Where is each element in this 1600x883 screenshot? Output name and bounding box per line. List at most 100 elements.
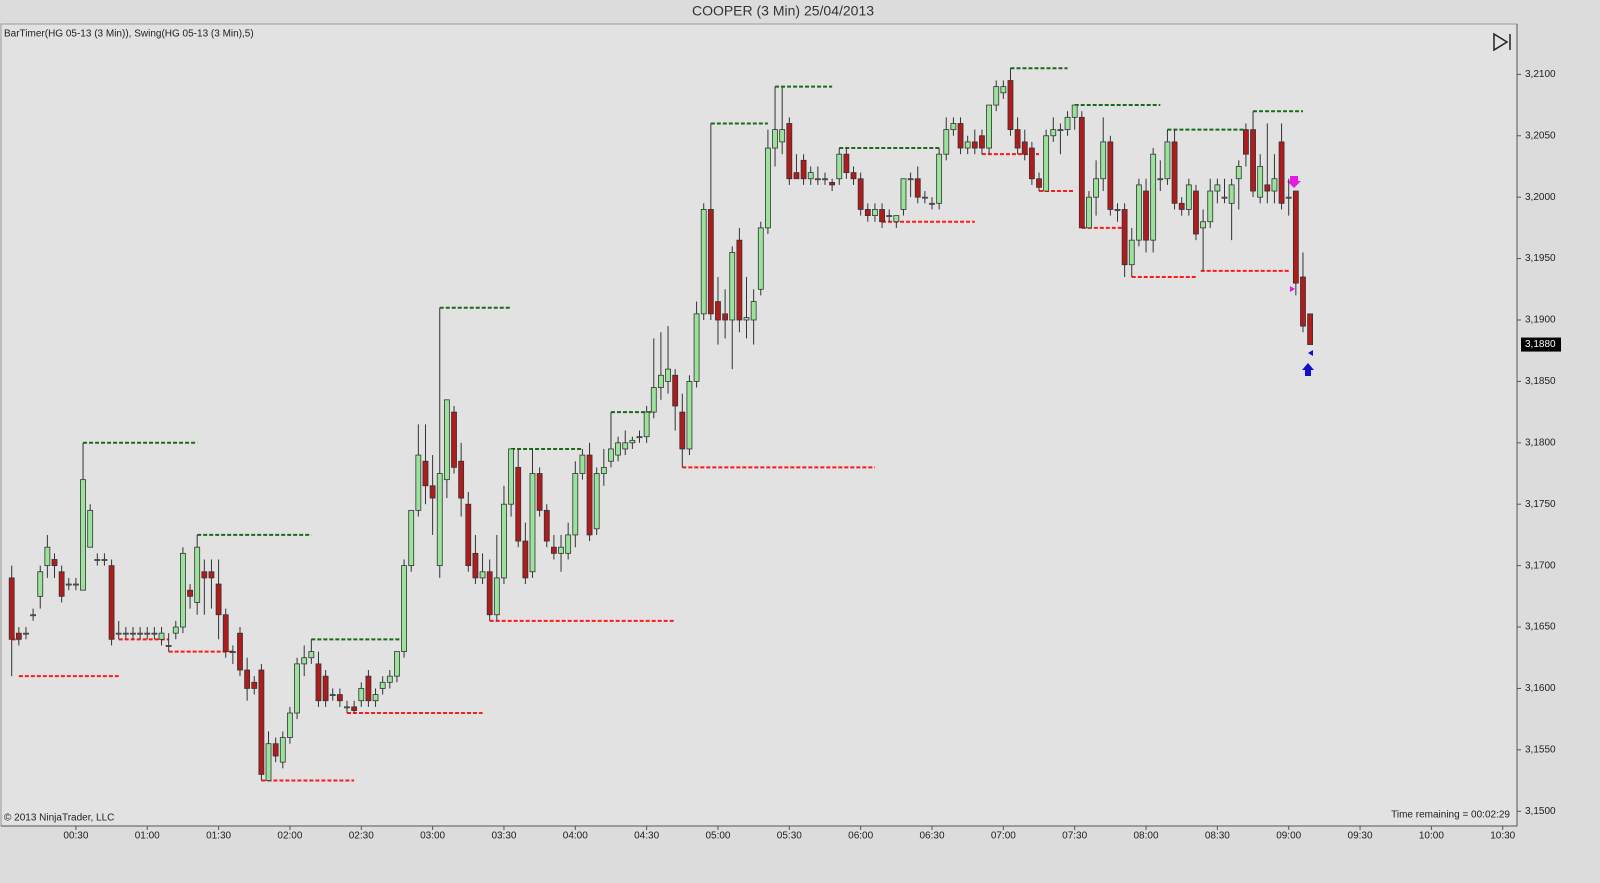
candle-body — [65, 583, 72, 586]
candle-body — [1135, 184, 1142, 241]
candle-body — [1285, 196, 1292, 199]
candle-body — [872, 209, 878, 216]
candle-body — [558, 546, 564, 554]
button-icon — [1493, 32, 1509, 52]
candle-body — [950, 123, 957, 131]
candle-body — [843, 153, 850, 174]
candle-body — [458, 460, 465, 499]
candle-body — [543, 509, 550, 542]
candle-body — [672, 374, 679, 407]
y-tick-label: 3,1950 — [1525, 253, 1556, 264]
y-tick-label: 3,1850 — [1525, 376, 1556, 387]
candle-body — [829, 182, 836, 186]
x-tick-label: 04:00 — [563, 831, 588, 842]
button-bg[interactable] — [1490, 31, 1514, 53]
candle-body — [229, 651, 236, 653]
x-tick-label: 03:00 — [420, 831, 445, 842]
candle-body — [1178, 202, 1185, 210]
plot-area — [0, 23, 1518, 827]
candle-body — [472, 552, 479, 579]
candle-body — [315, 663, 322, 702]
candle-body — [244, 669, 251, 689]
candle-body — [608, 448, 614, 462]
scroll-end-button[interactable] — [1490, 31, 1514, 53]
candle-body — [294, 663, 300, 714]
candle-body — [1114, 209, 1121, 211]
candle-body — [729, 252, 736, 321]
candle-body — [308, 651, 315, 659]
candle-body — [344, 706, 350, 709]
candle-body — [80, 479, 86, 591]
x-tick-label: 03:30 — [491, 831, 516, 842]
candle-body — [372, 694, 379, 702]
candle-body — [779, 129, 786, 143]
candle-body — [137, 632, 144, 635]
candle-body — [850, 172, 857, 180]
candle-body — [622, 442, 629, 450]
candle-body — [929, 202, 935, 205]
candle-body — [87, 509, 94, 548]
candle-body — [51, 559, 58, 567]
x-tick-label: 10:30 — [1490, 831, 1515, 842]
candle-body — [914, 178, 921, 198]
indicator-label: BarTimer(HG 05-13 (3 Min)), Swing(HG 05-… — [4, 29, 254, 40]
candle-body — [101, 559, 108, 561]
candle-body — [1143, 190, 1149, 241]
candle-body — [936, 153, 943, 204]
candle-body — [1171, 141, 1178, 204]
candle-body — [1107, 141, 1114, 210]
y-tick-label: 3,1500 — [1525, 806, 1556, 817]
candle-body — [864, 209, 871, 216]
last-price-label: 3,1880 — [1525, 339, 1556, 350]
candle-body — [522, 540, 529, 579]
candle-body — [144, 632, 151, 635]
copyright: © 2013 NinjaTrader, LLC — [4, 813, 114, 824]
candle-body — [893, 215, 900, 223]
x-tick-label: 02:00 — [277, 831, 302, 842]
x-tick-label: 06:30 — [919, 831, 944, 842]
candle-body — [287, 712, 293, 738]
y-tick-label: 3,2100 — [1525, 69, 1556, 80]
candle-body — [807, 172, 814, 180]
candle-body — [550, 546, 557, 554]
candle-body — [1243, 129, 1249, 155]
x-tick-label: 06:00 — [848, 831, 873, 842]
candle-body — [700, 209, 707, 315]
candle-body — [600, 466, 607, 474]
candle-body — [130, 632, 136, 635]
candle-body — [94, 559, 101, 561]
x-tick-label: 05:00 — [705, 831, 730, 842]
candle-body — [1271, 178, 1278, 192]
entry-marker — [1290, 286, 1295, 292]
candle-body — [743, 317, 750, 321]
candle-body — [251, 681, 258, 689]
candle-body — [508, 448, 514, 505]
candle-body — [151, 632, 158, 635]
candle-body — [1093, 178, 1099, 198]
candle-body — [900, 178, 907, 210]
x-tick-label: 01:00 — [135, 831, 160, 842]
candle-body — [786, 123, 793, 180]
candle-body — [536, 473, 543, 511]
candle-body — [707, 209, 714, 315]
candle-body — [1050, 129, 1057, 137]
candle-body — [158, 632, 165, 640]
candle-body — [336, 694, 343, 702]
candle-body — [15, 632, 22, 640]
candle-body — [8, 577, 15, 640]
y-tick-label: 3,2000 — [1525, 192, 1556, 203]
candle-body — [493, 577, 500, 616]
candle-body — [1157, 178, 1164, 181]
candle-body — [971, 141, 978, 149]
candle-body — [329, 694, 336, 696]
candle-body — [665, 368, 671, 382]
candle-body — [750, 301, 757, 321]
candle-body — [1021, 141, 1028, 155]
candle-body — [886, 215, 893, 217]
candle-body — [1185, 184, 1192, 210]
candle-body — [1221, 196, 1228, 199]
buy-arrow — [1302, 363, 1314, 376]
candle-body — [23, 632, 29, 635]
x-tick-label: 07:00 — [991, 831, 1016, 842]
candle-body — [351, 706, 358, 711]
